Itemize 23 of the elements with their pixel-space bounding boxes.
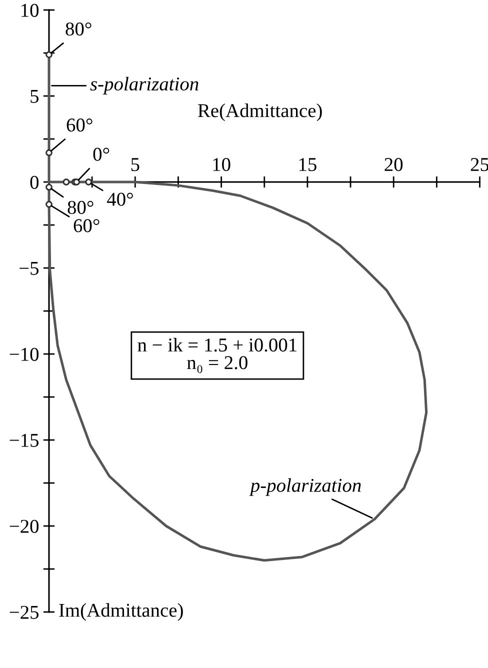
annotation: 80° <box>66 22 92 36</box>
annotation: 40° <box>107 192 133 206</box>
annotation: 0° <box>93 148 110 161</box>
y-tick-label: −5 <box>20 262 39 275</box>
y-tick-label: −15 <box>10 434 39 447</box>
y-tick-label: −20 <box>10 520 39 533</box>
x-tick-label: 5 <box>131 158 140 172</box>
y-tick-label: −10 <box>10 348 39 361</box>
y-axis-title: Im(Admittance) <box>59 603 183 621</box>
y-tick-label: −25 <box>10 606 39 619</box>
annotation: s-polarization <box>90 76 198 94</box>
x-tick-label: 20 <box>384 158 403 172</box>
x-tick-label: 10 <box>213 158 230 172</box>
annotation: 60° <box>66 118 92 132</box>
y-tick-label: 10 <box>22 4 39 17</box>
annotation: n − ik = 1.5 + i0.001 n₀ = 2.0 <box>138 338 296 374</box>
y-tick-label: 5 <box>30 90 39 103</box>
annotation: 80° <box>68 200 94 214</box>
y-tick-label: 0 <box>30 176 39 189</box>
annotation: p-polarization <box>249 478 361 496</box>
x-axis-title: Re(Admittance) <box>198 104 322 122</box>
annotation: 60° <box>74 219 100 232</box>
x-tick-label: 15 <box>299 158 316 172</box>
